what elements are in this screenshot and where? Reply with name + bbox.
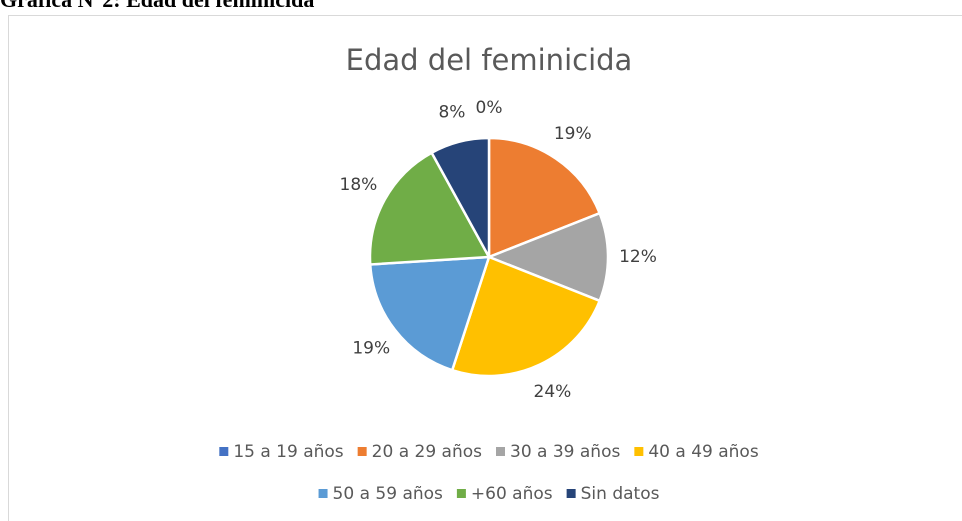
data-label: 0% bbox=[476, 98, 503, 118]
pie-slice bbox=[368, 151, 492, 266]
data-label: 8% bbox=[438, 103, 465, 123]
legend-label: Sin datos bbox=[581, 484, 660, 504]
legend-swatch bbox=[634, 447, 644, 456]
legend-swatch bbox=[318, 489, 328, 498]
legend-label: 40 a 49 años bbox=[648, 442, 758, 462]
legend-label: 20 a 29 años bbox=[372, 442, 482, 462]
data-label: 18% bbox=[340, 175, 378, 195]
legend-label: 50 a 59 años bbox=[333, 484, 443, 504]
legend-swatch bbox=[496, 447, 505, 456]
caption: Gráfica N°2: Edad del feminicida bbox=[0, 0, 314, 12]
pie-slice bbox=[450, 255, 602, 378]
data-label: 24% bbox=[534, 382, 572, 402]
legend-label: 30 a 39 años bbox=[510, 442, 620, 462]
pie-slice bbox=[487, 136, 602, 259]
pie-slice bbox=[429, 136, 491, 258]
data-label: 19% bbox=[352, 338, 390, 358]
legend-swatch bbox=[456, 489, 466, 498]
legend-label: 15 a 19 años bbox=[233, 442, 343, 462]
data-label: 12% bbox=[619, 247, 657, 267]
legend-swatch bbox=[219, 447, 229, 456]
legend-swatch bbox=[566, 489, 576, 498]
data-label: 19% bbox=[554, 124, 592, 144]
pie-slice bbox=[485, 211, 610, 303]
legend-label: +60 años bbox=[471, 484, 553, 504]
chart-title: Edad del feminicida bbox=[346, 43, 633, 77]
legend-swatch bbox=[357, 447, 367, 456]
pie-slice bbox=[368, 255, 491, 372]
